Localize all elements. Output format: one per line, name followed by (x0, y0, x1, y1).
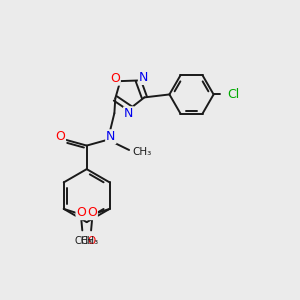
Text: O: O (76, 206, 86, 219)
Text: O: O (87, 236, 95, 246)
Text: CH₃: CH₃ (133, 147, 152, 158)
Text: N: N (124, 107, 134, 120)
Text: O: O (87, 206, 97, 219)
Text: N: N (106, 130, 116, 143)
Text: N: N (139, 71, 148, 84)
Text: CH₃: CH₃ (75, 236, 93, 246)
Text: Cl: Cl (227, 88, 239, 101)
Text: O: O (110, 72, 120, 85)
Text: CH₃: CH₃ (81, 236, 99, 246)
Text: O: O (55, 130, 65, 143)
